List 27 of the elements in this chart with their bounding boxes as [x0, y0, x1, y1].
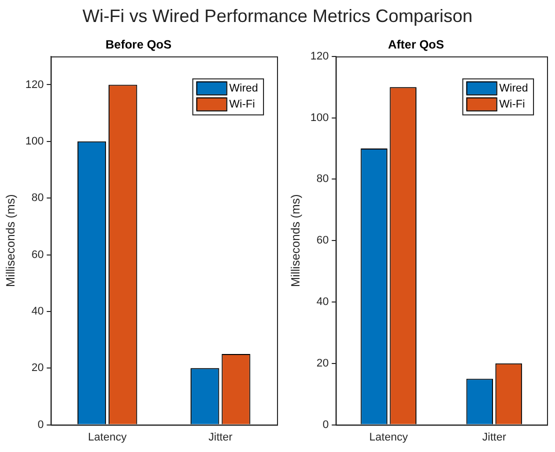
- y-tick-label: 100: [25, 135, 44, 148]
- y-tick-label: 60: [32, 248, 44, 261]
- y-tick-label: 80: [316, 173, 329, 186]
- legend-label: Wi-Fi: [499, 98, 525, 110]
- chart-title: Before QoS: [105, 38, 172, 52]
- y-tick-label: 120: [310, 50, 329, 62]
- y-axis-title: Milliseconds (ms): [288, 194, 303, 287]
- legend-label: Wired: [499, 82, 528, 94]
- y-tick-label: 40: [32, 305, 44, 318]
- x-tick-label: Jitter: [208, 431, 233, 444]
- y-tick-label: 0: [322, 418, 329, 431]
- y-tick-label: 80: [32, 192, 44, 204]
- x-tick-label: Jitter: [482, 431, 506, 444]
- legend-label: Wi-Fi: [229, 98, 255, 110]
- y-tick-label: 60: [316, 234, 329, 247]
- y-tick-label: 0: [38, 418, 44, 431]
- y-tick-label: 120: [25, 78, 44, 91]
- y-tick-label: 100: [310, 112, 329, 124]
- chart-title: After QoS: [388, 38, 444, 52]
- x-tick-label: Latency: [88, 431, 128, 444]
- y-axis-title: Milliseconds (ms): [4, 194, 18, 287]
- x-tick-label: Latency: [369, 431, 408, 444]
- legend-label: Wired: [229, 82, 258, 94]
- text: Wi-Fi vs Wired Performance Metrics Comparison: [81, 6, 474, 27]
- y-tick-label: 40: [316, 296, 329, 308]
- y-tick-label: 20: [32, 362, 44, 374]
- y-tick-label: 20: [316, 357, 329, 370]
